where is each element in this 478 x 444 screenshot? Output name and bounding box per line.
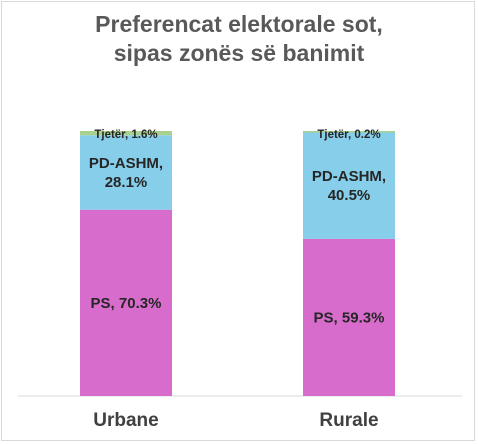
bar-segment-pd-ashm-urbane	[80, 135, 172, 210]
chart-title: Preferencat elektorale sot, sipas zonës …	[0, 10, 478, 68]
data-label-pd-ashm-rurale: 40.5%	[328, 187, 371, 204]
bars-group	[80, 131, 395, 396]
category-labels-group: Urbane Rurale	[93, 410, 378, 431]
data-label-pd-ashm-urbane: 28.1%	[105, 174, 148, 191]
data-label-tjet-r-rurale: Tjetër, 0.2%	[317, 129, 380, 141]
data-label-ps-rurale: PS, 59.3%	[314, 310, 385, 327]
chart-title-line-2: sipas zonës së banimit	[113, 40, 365, 66]
bar-segment-pd-ashm-rurale	[303, 131, 395, 239]
data-label-tjet-r-urbane: Tjetër, 1.6%	[94, 129, 157, 141]
chart-title-line-1: Preferencat elektorale sot,	[95, 11, 383, 37]
bar-segment-tjet-r-urbane	[80, 131, 172, 136]
bar-segment-ps-rurale	[303, 238, 395, 396]
data-label-ps-urbane: PS, 70.3%	[91, 295, 162, 312]
category-label-rurale: Rurale	[319, 410, 378, 431]
bar-segment-tjet-r-rurale	[303, 131, 395, 133]
segment-labels-group: PS, 70.3% PD-ASHM, 28.1% Tjetër, 1.6% PS, 59…	[89, 129, 386, 327]
data-label-pd-ashm-rurale: PD-ASHM,	[312, 168, 386, 185]
category-label-urbane: Urbane	[93, 410, 158, 431]
data-label-pd-ashm-urbane: PD-ASHM,	[89, 155, 163, 172]
bar-segment-ps-urbane	[80, 209, 172, 396]
